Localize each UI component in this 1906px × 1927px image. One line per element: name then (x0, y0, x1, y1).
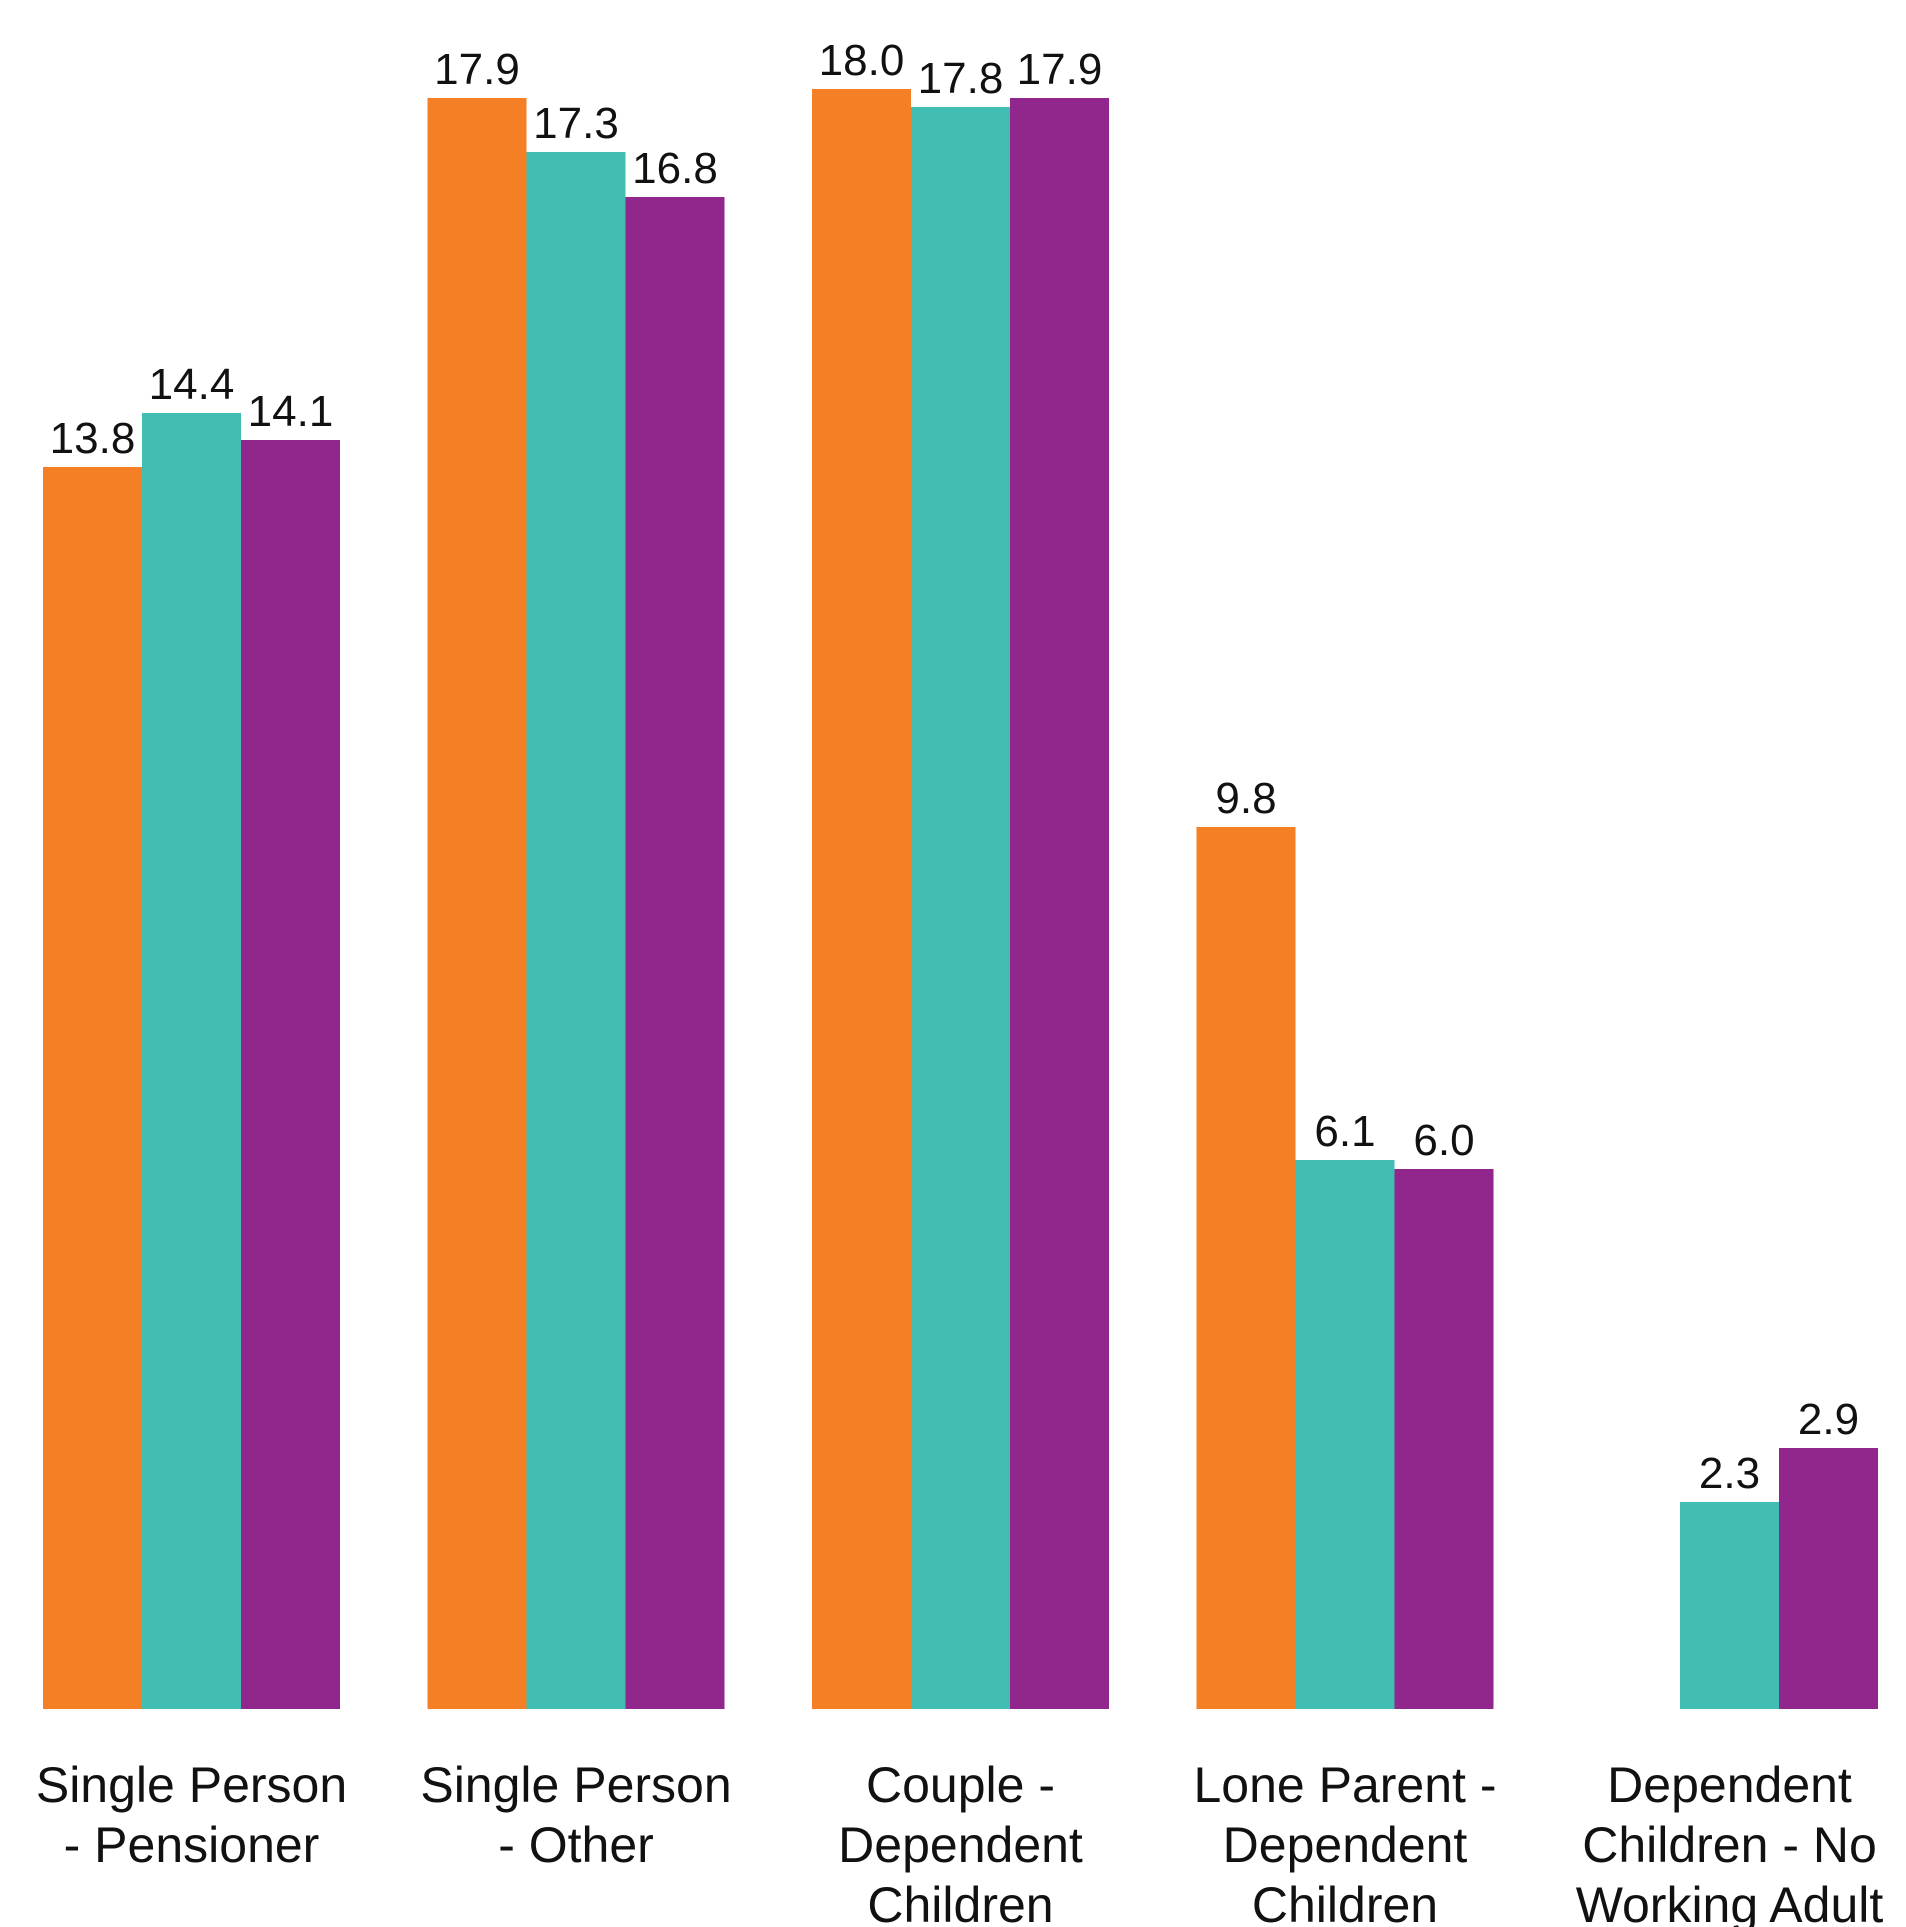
data-label-couple-dependent-children-s1: 18.0 (819, 36, 905, 85)
bar-dependent-children-no-working-adult-s3 (1779, 1448, 1878, 1709)
data-label-single-person-other-s2: 17.3 (533, 99, 619, 148)
category-label-single-person-other: Single Person - Other (420, 1757, 731, 1873)
bar-single-person-pensioner-s2 (142, 413, 241, 1709)
bar-single-person-pensioner-s3 (241, 440, 340, 1709)
category-label-line: - Pensioner (64, 1817, 320, 1873)
data-label-couple-dependent-children-s3: 17.9 (1017, 45, 1103, 94)
data-label-single-person-pensioner-s3: 14.1 (248, 387, 334, 436)
data-label-single-person-pensioner-s2: 14.4 (149, 360, 235, 409)
data-label-lone-parent-dependent-children-s3: 6.0 (1413, 1116, 1474, 1165)
category-label-couple-dependent-children: Couple -Dependent Children (838, 1757, 1083, 1927)
bar-single-person-pensioner-s1 (43, 467, 142, 1709)
category-label-single-person-pensioner: Single Person - Pensioner (36, 1757, 347, 1873)
category-label-lone-parent-dependent-children: Lone Parent -Dependent Children (1194, 1757, 1497, 1927)
bar-couple-dependent-children-s2 (911, 107, 1010, 1709)
category-label-line: Single Person (420, 1757, 731, 1813)
data-label-single-person-pensioner-s1: 13.8 (50, 414, 136, 463)
category-label-line: Lone Parent - (1194, 1757, 1497, 1813)
bars-layer (43, 89, 1878, 1709)
data-label-dependent-children-no-working-adult-s3: 2.9 (1798, 1395, 1859, 1444)
data-label-lone-parent-dependent-children-s2: 6.1 (1314, 1107, 1375, 1156)
category-label-line: Single Person (36, 1757, 347, 1813)
data-labels-layer: 13.8 14.4 14.1 17.9 17.3 16.8 18.0 17.8 17.9 9.8 6… (50, 36, 1859, 1498)
bar-single-person-other-s1 (427, 98, 527, 1709)
category-label-line: Couple - (866, 1757, 1055, 1813)
category-label-line: Dependent (1223, 1817, 1468, 1873)
data-label-dependent-children-no-working-adult-s2: 2.3 (1699, 1449, 1760, 1498)
data-label-lone-parent-dependent-children-s1: 9.8 (1215, 774, 1276, 823)
data-label-couple-dependent-children-s2: 17.8 (918, 54, 1004, 103)
category-label-line: Children (867, 1877, 1053, 1927)
category-label-line: Children (1252, 1877, 1438, 1927)
bar-dependent-children-no-working-adult-s2 (1680, 1502, 1779, 1709)
category-label-line: Dependent (838, 1817, 1083, 1873)
bar-single-person-other-s3 (625, 197, 725, 1709)
bar-lone-parent-dependent-children-s3 (1394, 1169, 1494, 1709)
bar-couple-dependent-children-s3 (1010, 98, 1109, 1709)
bar-couple-dependent-children-s1 (812, 89, 911, 1709)
bar-lone-parent-dependent-children-s2 (1295, 1160, 1395, 1709)
bar-single-person-other-s2 (526, 152, 626, 1709)
bar-lone-parent-dependent-children-s1 (1196, 827, 1296, 1709)
category-label-line: Children - No (1582, 1817, 1877, 1873)
data-label-single-person-other-s3: 16.8 (632, 144, 718, 193)
category-label-dependent-children-no-working-adult: Dependent Children - No Working Adult (1576, 1757, 1884, 1927)
data-label-single-person-other-s1: 17.9 (434, 45, 520, 94)
category-label-line: Dependent (1607, 1757, 1852, 1813)
category-label-line: - Other (498, 1817, 654, 1873)
category-label-line: Working Adult (1576, 1877, 1884, 1927)
